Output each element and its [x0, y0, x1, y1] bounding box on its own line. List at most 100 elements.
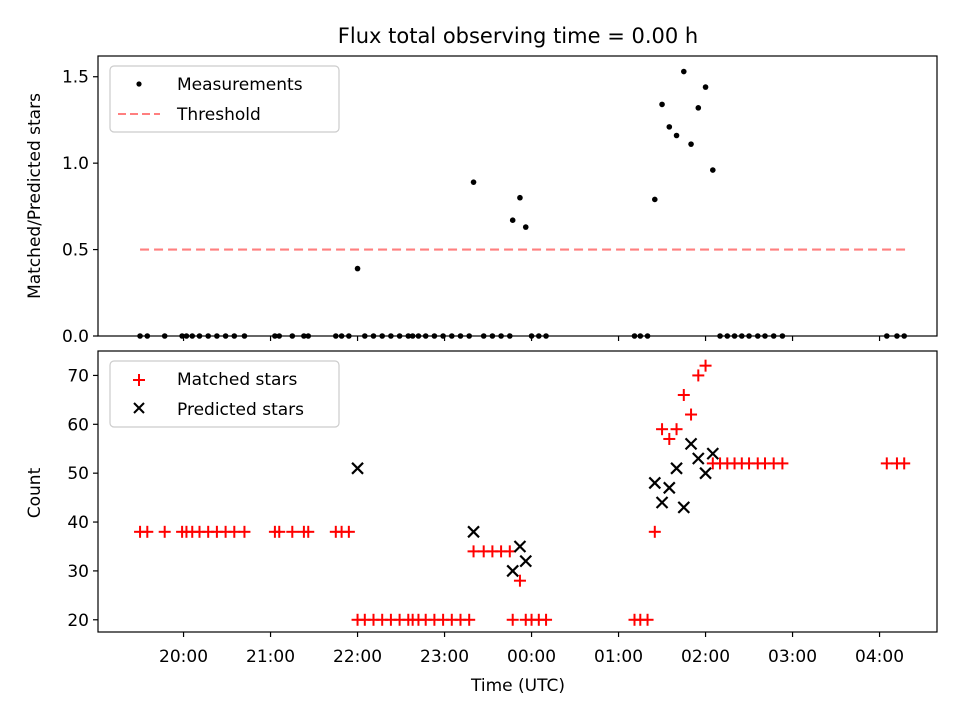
- measurement-point: [509, 217, 516, 223]
- matched-star-point: [302, 525, 315, 538]
- panel-top: 0.0 0.5 1.0 1.5 Matched/Predicted stars Mea…: [25, 55, 938, 347]
- matched-star-point: [503, 545, 516, 558]
- predicted-star-point: [506, 564, 519, 578]
- x-tick-label: 01:00: [594, 647, 643, 667]
- predicted-star-point: [663, 481, 676, 495]
- matched-star-point: [467, 545, 480, 558]
- bottom-y-tick-label: 70: [67, 366, 89, 386]
- matched-star-point: [540, 613, 553, 626]
- measurement-point: [659, 101, 665, 108]
- panel-bottom-x-ticks: 20:00 21:00 22:00 23:00 00:00 01:00 02:00 03:00…: [159, 632, 904, 667]
- top-y-tick-label: 1.5: [62, 68, 89, 88]
- bottom-y-tick-label: 20: [67, 611, 89, 631]
- x-tick-label: 21:00: [246, 647, 295, 667]
- bottom-y-tick-label: 50: [67, 464, 89, 484]
- matched-star-point: [656, 423, 669, 436]
- predicted-star-point: [351, 462, 364, 475]
- matched-star-point: [273, 525, 286, 538]
- measurement-point: [681, 68, 687, 75]
- panel-top-frame: [97, 55, 938, 337]
- matched-star-point: [463, 613, 476, 626]
- top-y-tick-label: 1.0: [62, 154, 89, 174]
- panel-bottom: 20 30 40 50 60 70 20:00 21:00 22:00 23:00 00:00 01…: [25, 350, 938, 696]
- x-tick-label: 04:00: [855, 647, 904, 667]
- predicted-star-point: [519, 554, 533, 568]
- predicted-star-point: [655, 496, 669, 509]
- chart-title: Flux total observing time = 0.00 h: [338, 24, 698, 48]
- matched-star-point: [898, 457, 911, 470]
- x-tick-label: 22:00: [333, 647, 382, 667]
- panel-top-legend: Measurements Threshold: [109, 65, 340, 133]
- bottom-y-tick-label: 30: [67, 562, 89, 582]
- legend-threshold-label: Threshold: [176, 105, 261, 125]
- matched-star-point: [506, 613, 519, 626]
- measurement-point: [522, 224, 529, 230]
- top-y-tick-label: 0.0: [62, 327, 89, 347]
- predicted-star-stroke: [684, 437, 698, 451]
- legend-matched-marker: [133, 374, 145, 386]
- x-axis-label: Time (UTC): [470, 676, 565, 696]
- predicted-star-stroke: [467, 525, 480, 539]
- predicted-star-stroke: [677, 501, 691, 514]
- panel-bottom-legend: Matched stars Predicted stars: [109, 360, 340, 428]
- x-tick-label: 02:00: [681, 647, 730, 667]
- predicted-star-stroke: [655, 496, 669, 509]
- predicted-star-point: [670, 462, 683, 475]
- matched-star-point: [228, 525, 241, 538]
- predicted-star-point: [648, 476, 662, 490]
- measurement-point: [666, 124, 673, 130]
- measurement-point: [470, 179, 477, 185]
- predicted-star-stroke: [663, 481, 676, 495]
- panel-bottom-marks: [134, 359, 911, 626]
- measurement-point: [710, 167, 716, 173]
- predicted-star-point: [467, 525, 480, 539]
- measurement-point: [702, 84, 709, 90]
- panel-top-y-label: Matched/Predicted stars: [25, 93, 45, 299]
- predicted-star-stroke: [351, 462, 364, 475]
- measurement-point: [517, 194, 523, 201]
- matched-star-point: [663, 432, 676, 445]
- x-tick-label: 00:00: [507, 647, 556, 667]
- matched-star-point: [776, 457, 789, 470]
- predicted-star-stroke: [506, 564, 519, 578]
- legend-measurements-label: Measurements: [177, 75, 303, 95]
- predicted-star-point: [677, 501, 691, 514]
- predicted-star-stroke: [513, 540, 527, 553]
- matched-star-point: [141, 525, 154, 538]
- panel-bottom-y-label: Count: [25, 467, 45, 518]
- top-y-tick-label: 0.5: [62, 241, 89, 261]
- matched-star-point: [648, 525, 661, 538]
- matched-star-point: [286, 525, 299, 538]
- measurement-point: [354, 265, 361, 272]
- matched-star-point: [692, 369, 705, 382]
- matched-star-point: [158, 525, 171, 538]
- matched-star-point: [513, 574, 526, 587]
- predicted-star-stroke: [692, 452, 705, 465]
- matched-star-point: [677, 388, 690, 401]
- bottom-y-tick-label: 40: [67, 513, 89, 533]
- predicted-star-stroke: [670, 462, 683, 475]
- panel-top-y-ticks: 0.0 0.5 1.0 1.5: [62, 68, 98, 347]
- matched-star-point: [670, 423, 683, 436]
- predicted-star-point: [684, 437, 698, 451]
- panel-top-x-ticks: [182, 336, 881, 341]
- predicted-star-point: [692, 452, 705, 465]
- matched-star-point: [880, 457, 893, 470]
- matched-star-point: [699, 359, 712, 372]
- legend-top-box: [109, 65, 340, 133]
- measurement-point: [673, 132, 680, 139]
- x-tick-label: 23:00: [420, 647, 469, 667]
- predicted-star-stroke: [648, 476, 662, 490]
- panel-bottom-y-ticks: 20 30 40 50 60 70: [67, 366, 98, 631]
- x-tick-label: 03:00: [768, 647, 817, 667]
- matched-star-point: [641, 613, 654, 626]
- measurement-point: [652, 196, 658, 203]
- matched-star-point: [342, 525, 355, 538]
- predicted-star-stroke: [699, 466, 712, 480]
- measurement-point: [688, 141, 694, 147]
- legend-bottom-box: [109, 360, 340, 428]
- measurement-point: [695, 105, 702, 111]
- predicted-star-point: [513, 540, 527, 553]
